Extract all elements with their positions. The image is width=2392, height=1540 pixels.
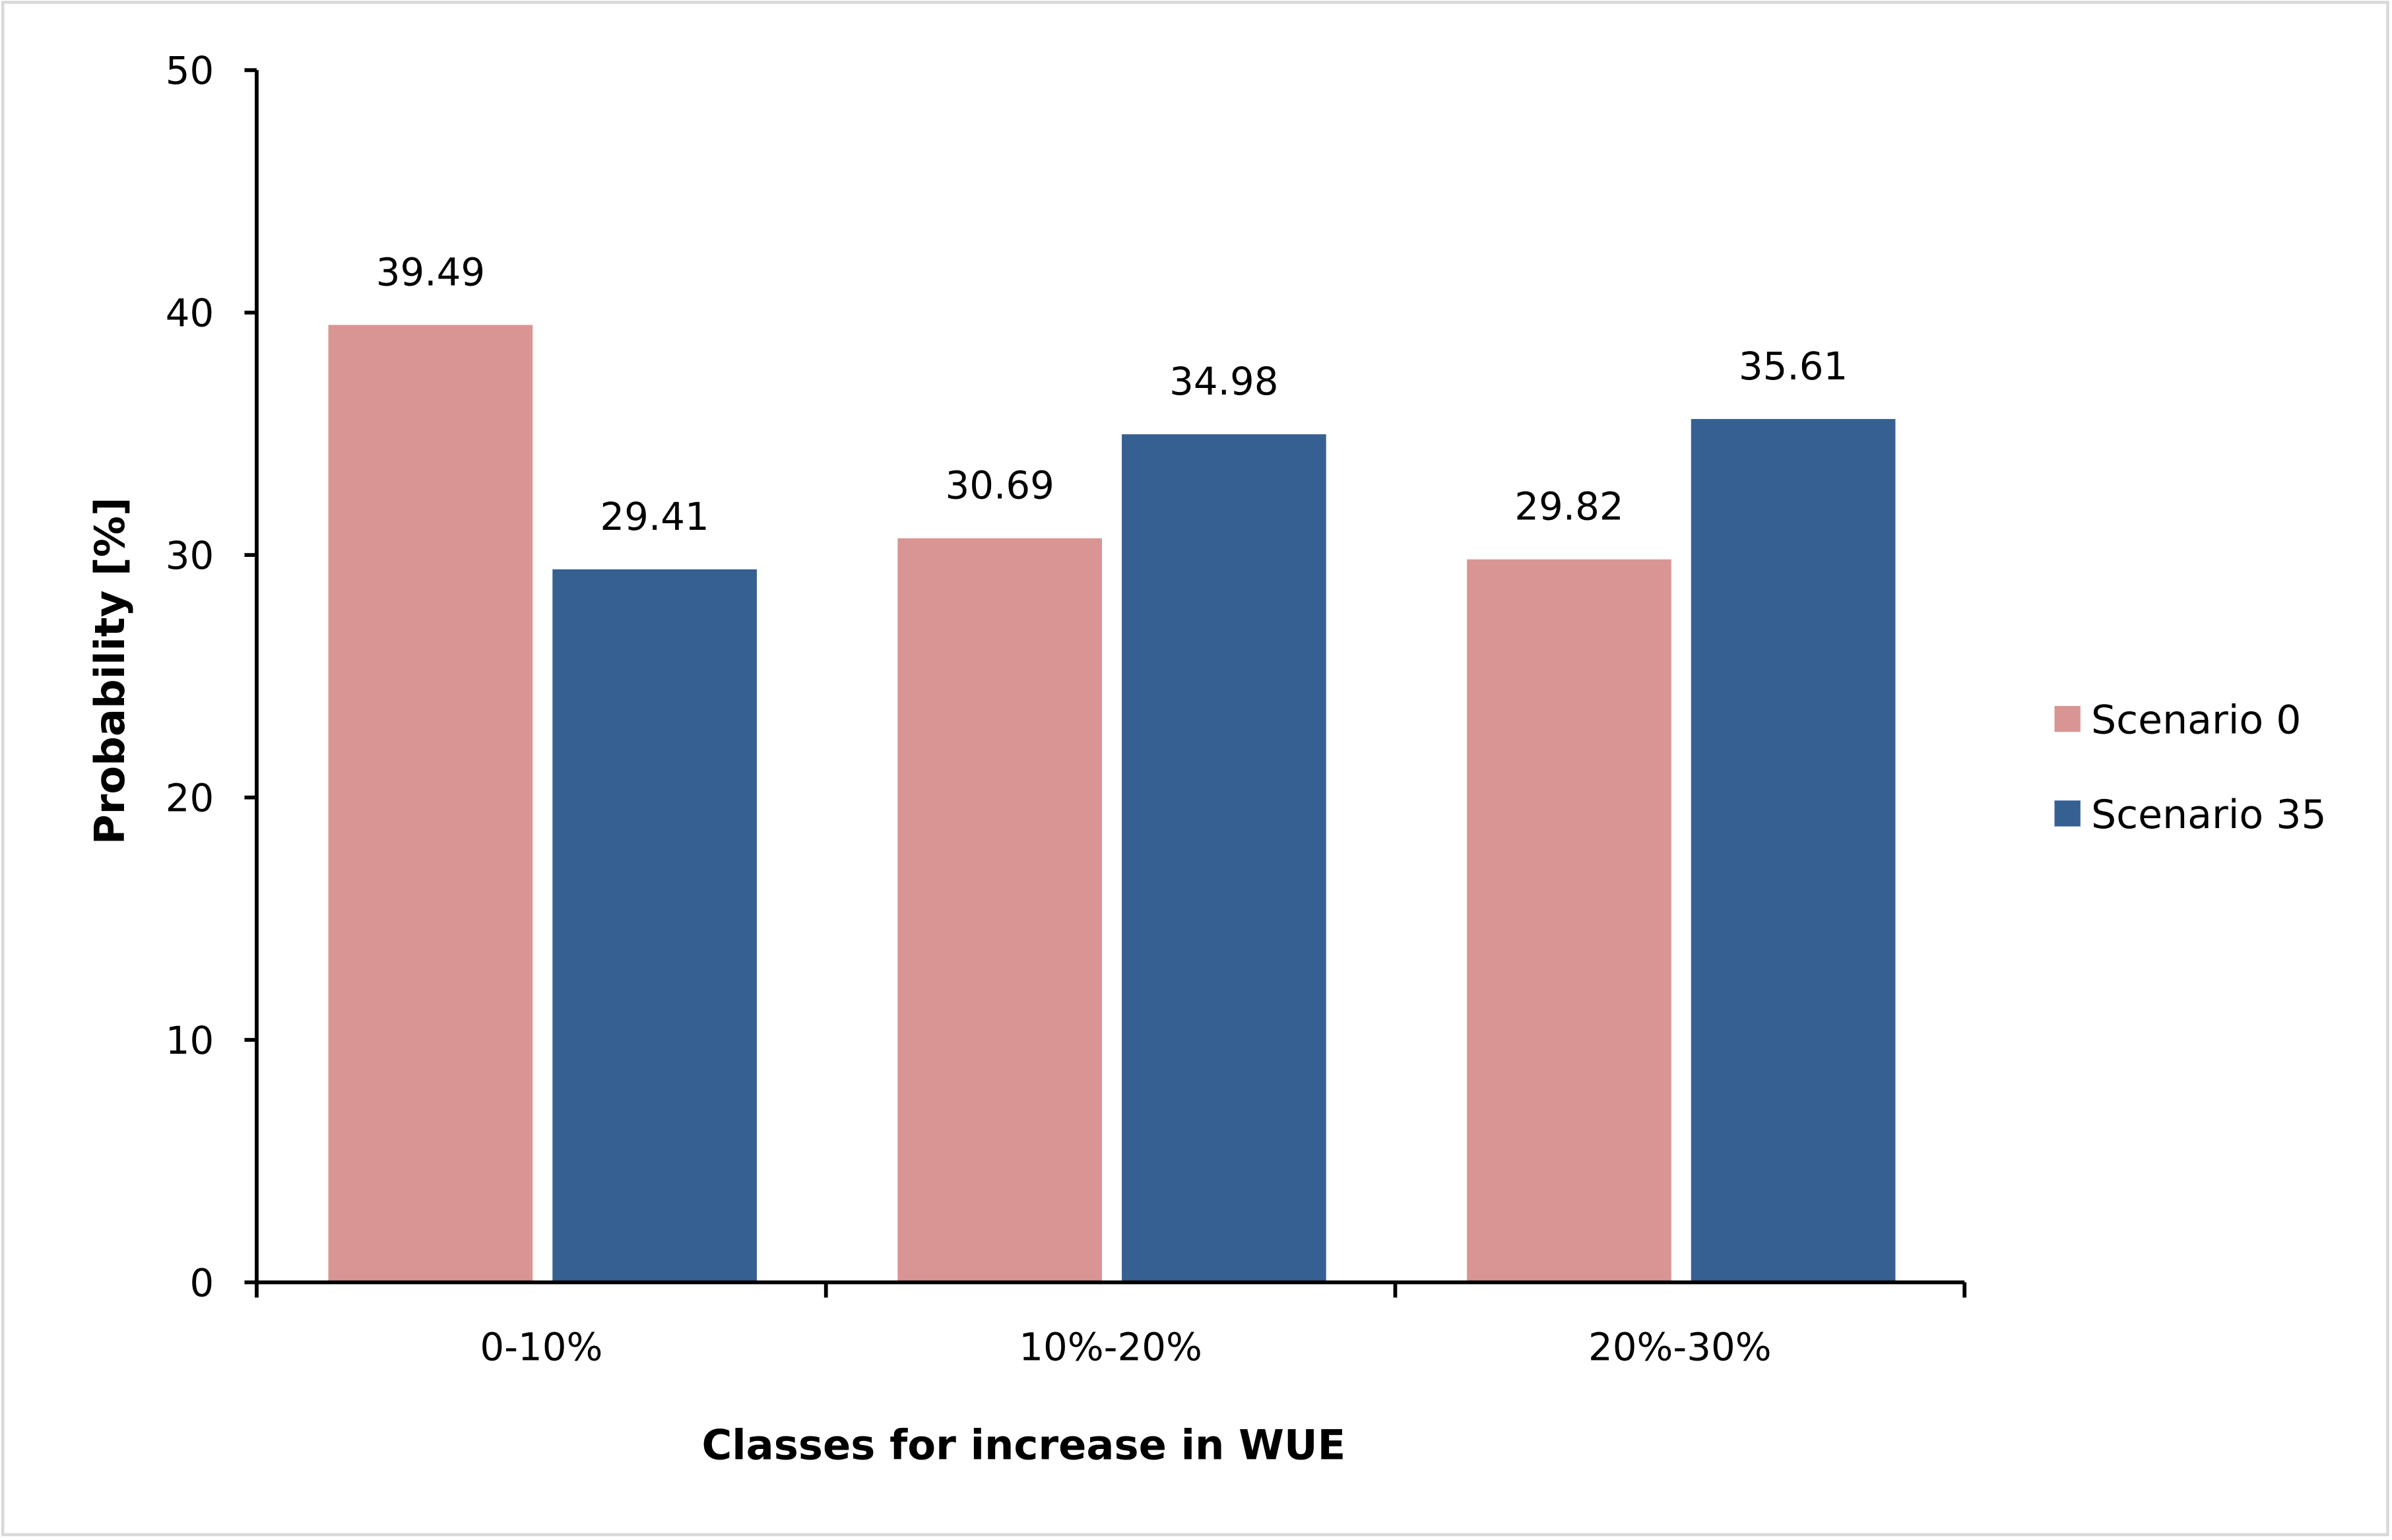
data-label-scenario-35: 34.98 [1169, 359, 1278, 404]
legend-swatch-scenario-35 [2054, 800, 2081, 827]
data-label-scenario-0: 29.82 [1514, 484, 1623, 529]
x-tick-label: 20%-30% [1588, 1324, 1772, 1369]
y-tick-label: 30 [166, 533, 214, 578]
data-label-scenario-0: 39.49 [376, 249, 485, 294]
bar-scenario-0 [897, 538, 1102, 1283]
y-tick-label: 20 [166, 775, 214, 820]
bar-scenario-35 [1122, 434, 1326, 1283]
bar-scenario-0 [328, 325, 533, 1283]
bar-scenario-35 [552, 569, 757, 1283]
data-label-scenario-0: 30.69 [945, 463, 1054, 508]
data-label-scenario-35: 35.61 [1739, 344, 1848, 389]
legend: Scenario 0 Scenario 35 [2054, 697, 2327, 838]
bar-scenario-0 [1467, 559, 1671, 1283]
legend-label-scenario-0: Scenario 0 [2091, 697, 2302, 744]
y-axis-title: Probability [%] [86, 497, 134, 845]
legend-label-scenario-35: Scenario 35 [2091, 792, 2327, 838]
data-label-scenario-35: 29.41 [600, 494, 709, 539]
y-tick-label: 50 [166, 48, 214, 93]
x-tick-label: 10%-20% [1019, 1324, 1202, 1369]
y-tick-label: 40 [166, 291, 214, 336]
legend-swatch-scenario-0 [2054, 705, 2081, 732]
y-tick-label: 0 [190, 1260, 214, 1305]
x-axis-title: Classes for increase in WUE [701, 1421, 1345, 1469]
bar-scenario-35 [1691, 419, 1896, 1283]
y-tick-label: 10 [166, 1018, 214, 1063]
x-tick-label: 0-10% [480, 1324, 602, 1369]
